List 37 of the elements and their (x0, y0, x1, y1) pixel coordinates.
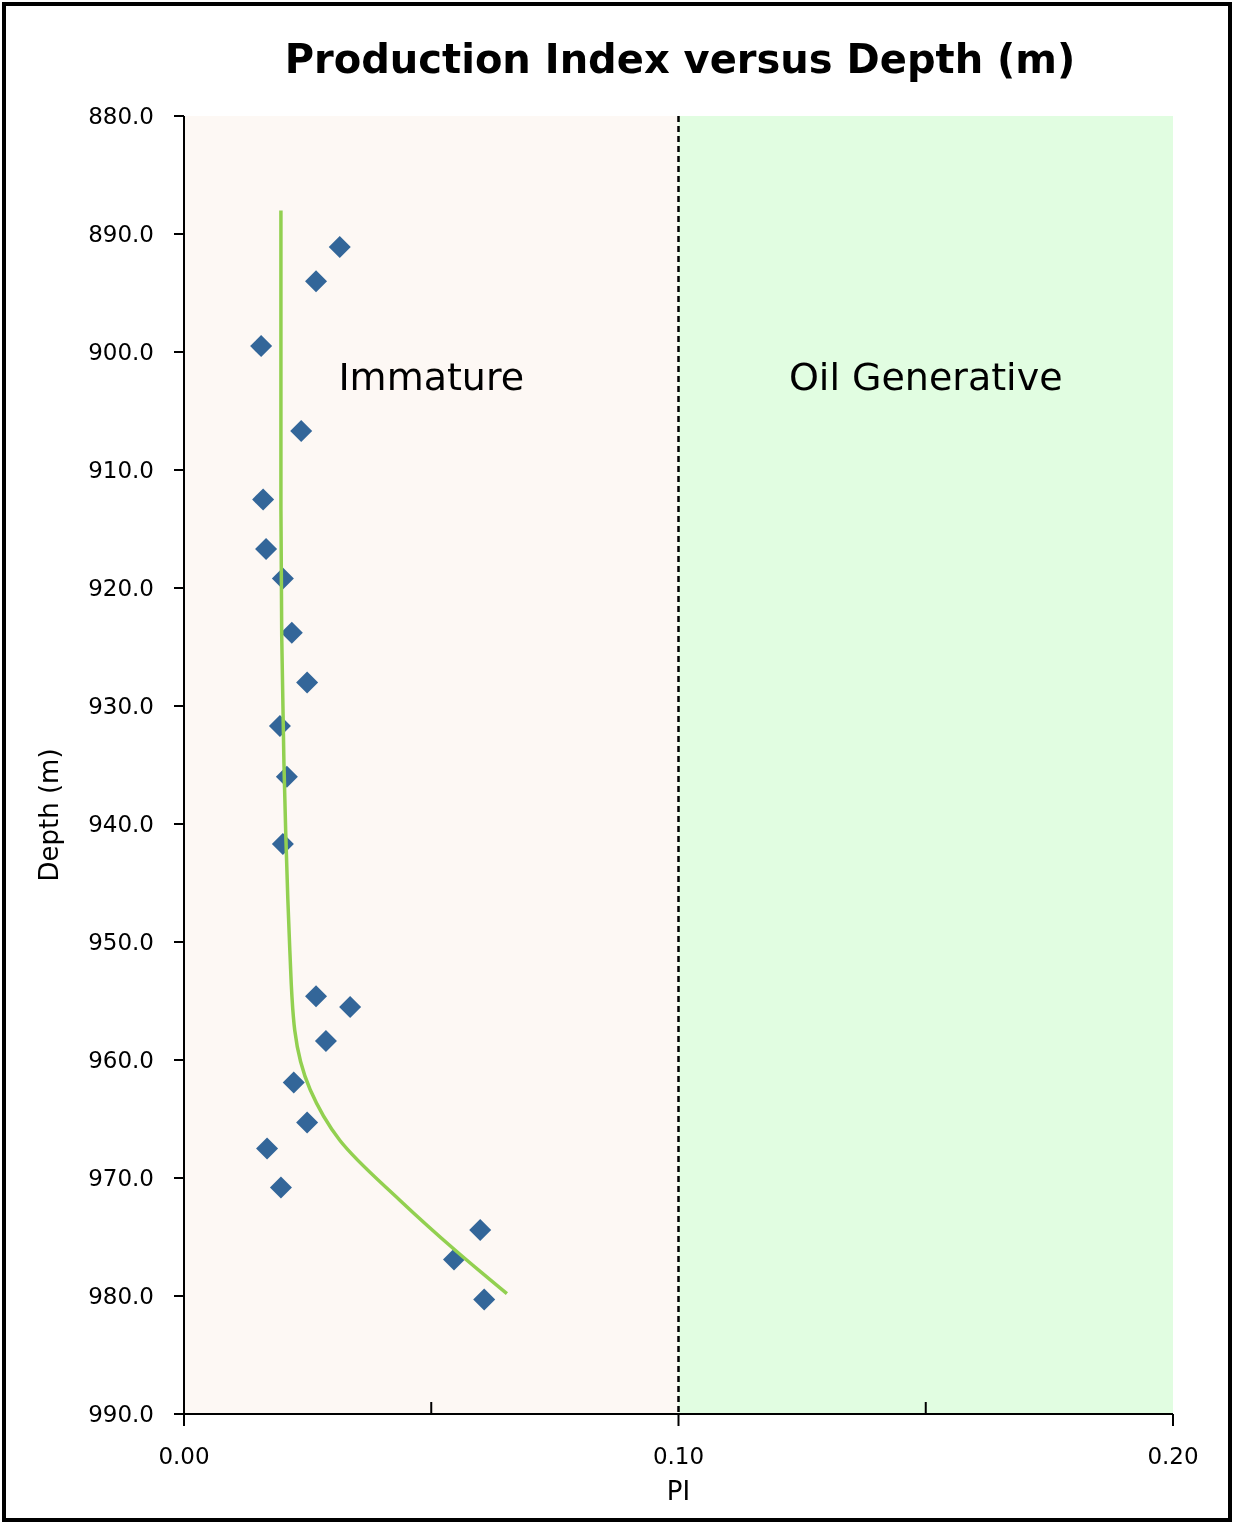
point (305, 270, 328, 293)
y-tick-label: 910.0 (88, 457, 154, 483)
point (296, 671, 319, 694)
point (296, 1111, 319, 1134)
y-tick-label: 970.0 (88, 1165, 154, 1191)
chart-title: Production Index versus Depth (m) (284, 36, 1076, 82)
y-tick-label: 890.0 (88, 221, 154, 247)
y-tick-label: 930.0 (88, 693, 154, 719)
band-label: Immature (338, 354, 525, 399)
y-axis-title: Depth (m) (34, 748, 64, 882)
point (282, 1071, 305, 1094)
point (269, 1176, 292, 1199)
point (473, 1288, 496, 1311)
point (328, 235, 351, 258)
band-label: Oil Generative (788, 354, 1063, 399)
x-tick-label: 0.10 (652, 1443, 705, 1469)
point (290, 420, 313, 443)
point (280, 621, 303, 644)
point (314, 1030, 337, 1053)
y-tick-label: 880.0 (88, 103, 154, 129)
y-tick-label: 940.0 (88, 811, 154, 837)
y-tick-label: 950.0 (88, 929, 154, 955)
x-axis-title: PI (666, 1476, 691, 1506)
y-tick-label: 990.0 (88, 1401, 154, 1427)
y-tick-label: 900.0 (88, 339, 154, 365)
point (339, 995, 362, 1018)
point (252, 488, 275, 511)
y-tick-label: 960.0 (88, 1047, 154, 1073)
y-tick-label: 920.0 (88, 575, 154, 601)
x-tick-label: 0.20 (1147, 1443, 1199, 1469)
point (250, 335, 273, 358)
y-tick-label: 980.0 (88, 1283, 154, 1309)
point (469, 1218, 492, 1241)
point (256, 1137, 279, 1160)
x-tick-label: 0.00 (158, 1443, 210, 1469)
point (255, 538, 278, 561)
point (305, 985, 328, 1008)
